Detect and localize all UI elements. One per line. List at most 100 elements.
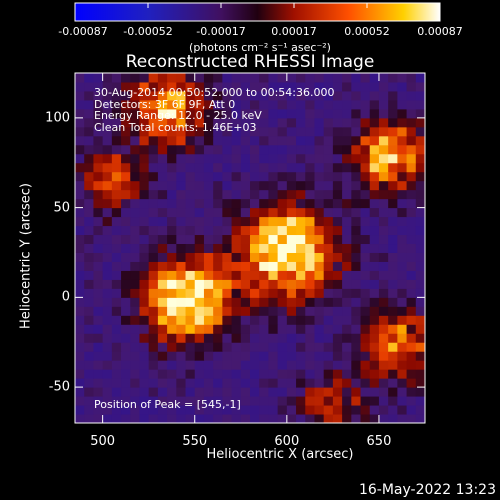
heatmap-cell — [277, 396, 288, 406]
heatmap-cell — [286, 207, 297, 218]
heatmap-cell — [130, 243, 140, 253]
heatmap-cell — [167, 333, 177, 343]
heatmap-cell — [167, 198, 177, 209]
heatmap-cell — [75, 387, 85, 397]
heatmap-cell — [167, 324, 177, 334]
heatmap-cell — [240, 270, 251, 280]
heatmap-cell — [139, 243, 150, 253]
heatmap-cell — [102, 270, 113, 280]
heatmap-cell — [259, 135, 269, 146]
heatmap-cell — [130, 261, 140, 271]
heatmap-cell — [323, 261, 334, 271]
heatmap-cell — [351, 126, 362, 137]
heatmap-cell — [360, 360, 371, 370]
heatmap-cell — [222, 315, 233, 325]
heatmap-cell — [388, 288, 398, 298]
heatmap-cell — [323, 396, 334, 406]
heatmap-cell — [296, 198, 306, 209]
heatmap-cell — [75, 270, 85, 280]
heatmap-cell — [176, 297, 187, 307]
heatmap-cell — [369, 414, 380, 424]
heatmap-cell — [167, 135, 177, 146]
heatmap-cell — [268, 234, 279, 245]
heatmap-cell — [305, 288, 315, 298]
heatmap-cell — [360, 153, 371, 164]
heatmap-cell — [203, 261, 214, 271]
heatmap-cell — [185, 378, 196, 388]
heatmap-cell — [406, 414, 417, 424]
heatmap-cell — [231, 198, 242, 209]
heatmap-cell — [102, 207, 113, 218]
heatmap-cell — [240, 144, 251, 155]
heatmap-cell — [167, 180, 177, 191]
heatmap-cell — [111, 342, 122, 352]
heatmap-cell — [167, 117, 177, 128]
heatmap-cell — [148, 306, 159, 316]
heatmap-cell — [139, 171, 150, 182]
heatmap-cell — [250, 405, 260, 415]
heatmap-cell — [231, 369, 242, 379]
heatmap-cell — [111, 207, 122, 218]
heatmap-cell — [75, 243, 85, 253]
heatmap-cell — [360, 333, 371, 343]
heatmap-cell — [240, 405, 251, 415]
heatmap-cell — [176, 162, 187, 173]
heatmap-cell — [268, 171, 279, 182]
heatmap-cell — [332, 99, 343, 110]
colorbar-tick-label: -0.00087 — [58, 25, 108, 38]
heatmap-cell — [415, 360, 426, 370]
heatmap-cell — [268, 126, 279, 137]
heatmap-cell — [296, 216, 306, 227]
heatmap-cell — [222, 99, 233, 110]
heatmap-cell — [213, 270, 223, 280]
heatmap-cell — [415, 234, 426, 245]
heatmap-cell — [84, 216, 94, 227]
heatmap-cell — [397, 333, 408, 343]
heatmap-cell — [388, 342, 398, 352]
heatmap-cell — [130, 378, 140, 388]
heatmap-cell — [185, 351, 196, 361]
heatmap-cell — [93, 189, 104, 200]
heatmap-cell — [121, 135, 131, 146]
heatmap-cell — [213, 387, 223, 397]
heatmap-cell — [351, 144, 362, 155]
heatmap-cell — [176, 225, 187, 236]
heatmap-cell — [167, 414, 177, 424]
heatmap-cell — [111, 216, 122, 227]
heatmap-cell — [148, 333, 159, 343]
heatmap-cell — [176, 306, 187, 316]
heatmap-cell — [93, 387, 104, 397]
heatmap-cell — [93, 351, 104, 361]
heatmap-cell — [139, 405, 150, 415]
heatmap-cell — [268, 108, 279, 119]
heatmap-cell — [397, 306, 408, 316]
heatmap-cell — [342, 306, 352, 316]
heatmap-cell — [167, 99, 177, 110]
heatmap-cell — [388, 252, 398, 262]
heatmap-cell — [121, 360, 131, 370]
heatmap-cell — [75, 153, 85, 164]
heatmap-cell — [231, 333, 242, 343]
heatmap-cell — [305, 252, 315, 262]
heatmap-cell — [351, 180, 362, 191]
heatmap-cell — [222, 73, 233, 83]
heatmap-cell — [397, 162, 408, 173]
heatmap-cell — [388, 189, 398, 200]
heatmap-cell — [369, 369, 380, 379]
heatmap-cell — [139, 396, 150, 406]
heatmap-cell — [314, 324, 325, 334]
heatmap-cell — [75, 333, 85, 343]
heatmap-cell — [369, 279, 380, 289]
heatmap-cell — [148, 378, 159, 388]
heatmap-cell — [323, 306, 334, 316]
heatmap-cell — [259, 189, 269, 200]
heatmap-cell — [277, 351, 288, 361]
heatmap-cell — [176, 198, 187, 209]
heatmap-cell — [222, 288, 233, 298]
heatmap-cell — [203, 234, 214, 245]
heatmap-cell — [121, 144, 131, 155]
heatmap-cell — [84, 171, 94, 182]
heatmap-cell — [148, 216, 159, 227]
heatmap-cell — [305, 405, 315, 415]
heatmap-cell — [277, 144, 288, 155]
